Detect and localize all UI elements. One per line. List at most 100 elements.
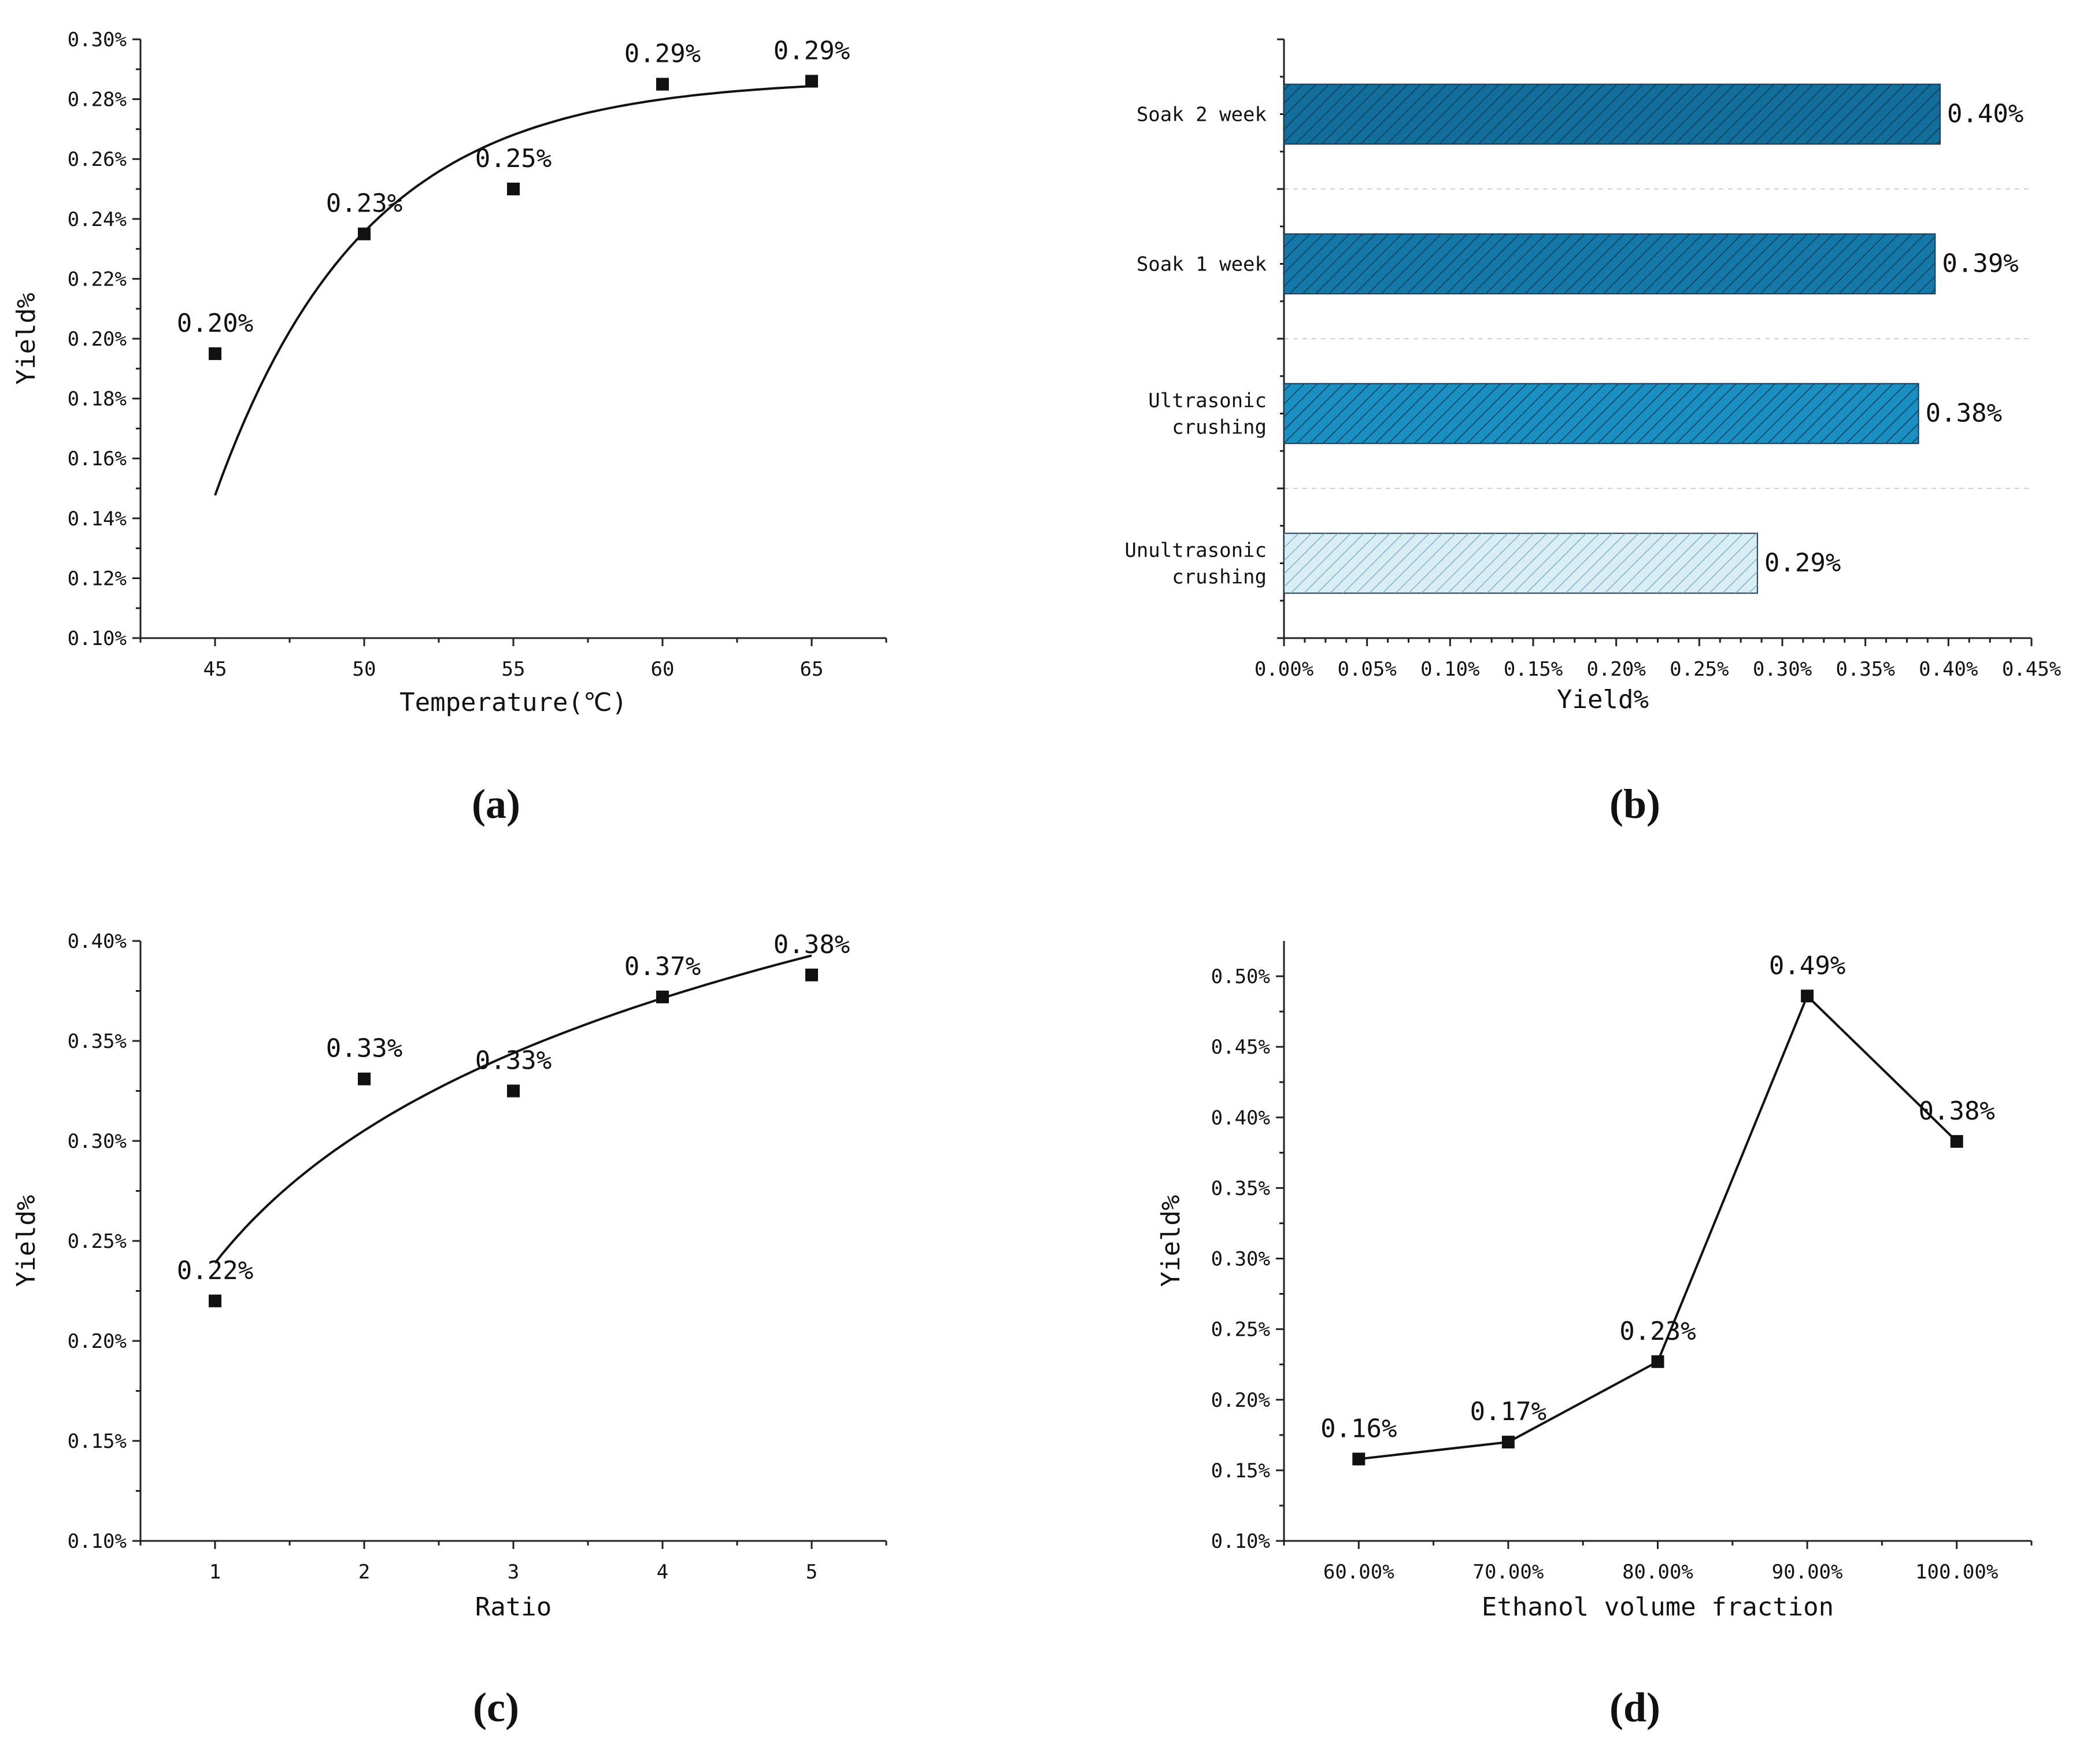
x-tick-label: 60.00%: [1323, 1561, 1394, 1584]
x-tick-label: 3: [508, 1561, 519, 1584]
x-tick-label: 0.35%: [1836, 658, 1894, 681]
y-tick-label: 0.35%: [1211, 1177, 1270, 1200]
y-tick-label: 0.40%: [68, 930, 127, 953]
data-point: [1651, 1355, 1664, 1368]
data-point: [209, 1294, 221, 1307]
bar-value-label: 0.29%: [1764, 549, 1841, 578]
bar-hatch: [1284, 84, 1940, 144]
y-tick-label: 0.26%: [68, 148, 127, 171]
bar-value-label: 0.39%: [1942, 249, 2018, 279]
panel-b-method-bar-chart: 0.00% 0.05% 0.10% 0.15% 0.20% 0.25% 0.30% 0.35%…: [1124, 38, 2061, 827]
data-point: [1801, 990, 1814, 1003]
x-axis-title: Temperature(℃): [399, 688, 627, 717]
data-label: 0.29%: [774, 36, 850, 66]
data-point: [358, 227, 371, 240]
panel-a-temperature-chart: 0.10% 0.12% 0.14% 0.16% 0.18% 0.20% 0.22% 0.24%…: [12, 28, 887, 827]
data-label: 0.22%: [177, 1256, 253, 1285]
data-label: 0.16%: [1320, 1414, 1397, 1443]
data-label: 0.33%: [326, 1034, 402, 1063]
y-axis-title: Yield%: [12, 1195, 41, 1287]
data-point: [507, 1084, 520, 1098]
data-point: [656, 990, 669, 1003]
y-tick-label: 0.20%: [68, 328, 127, 351]
x-tick-label: 80.00%: [1622, 1561, 1693, 1584]
y-tick-label: 0.22%: [68, 268, 127, 291]
x-tick-label: 70.00%: [1472, 1561, 1544, 1584]
panel-caption: (c): [473, 1684, 519, 1730]
x-axis-title: Yield%: [1557, 685, 1649, 714]
y-tick-label: 0.10%: [68, 1530, 127, 1553]
y-tick-label: 0.28%: [68, 88, 127, 112]
x-tick-label: 0.45%: [2002, 658, 2061, 681]
x-tick-label: 50: [353, 658, 376, 681]
category-label: Soak 1 week: [1137, 253, 1267, 276]
category-label: crushing: [1172, 566, 1267, 589]
panel-d-ethanol-chart: 0.10% 0.15% 0.20% 0.25% 0.30% 0.35% 0.40% 0.45%…: [1156, 941, 2033, 1730]
data-label: 0.20%: [177, 309, 253, 338]
x-tick-label: 5: [806, 1561, 817, 1584]
x-tick-label: 90.00%: [1772, 1561, 1843, 1584]
y-tick-label: 0.18%: [68, 388, 127, 411]
y-tick-label: 0.14%: [68, 507, 127, 531]
data-label: 0.25%: [475, 144, 552, 173]
x-tick-label: 0.10%: [1420, 658, 1479, 681]
bar-hatch: [1284, 533, 1757, 594]
x-axis-title: Ethanol volume fraction: [1482, 1592, 1834, 1622]
data-point: [209, 347, 221, 360]
data-label: 0.49%: [1769, 951, 1845, 980]
y-tick-label: 0.10%: [68, 627, 127, 650]
y-tick-label: 0.20%: [68, 1330, 127, 1353]
panel-c-ratio-chart: 0.10% 0.15% 0.20% 0.25% 0.30% 0.35% 0.40% 1 2 3 4 5…: [12, 930, 887, 1730]
y-tick-label: 0.20%: [1211, 1389, 1270, 1412]
y-tick-label: 0.30%: [68, 28, 127, 51]
y-tick-label: 0.25%: [68, 1230, 127, 1253]
x-tick-label: 55: [502, 658, 526, 681]
bar-value-label: 0.38%: [1926, 399, 2002, 428]
category-label: crushing: [1172, 416, 1267, 439]
y-tick-label: 0.35%: [68, 1030, 127, 1053]
category-label: Unultrasonic: [1124, 539, 1267, 562]
fit-curve: [214, 954, 812, 1264]
y-tick-label: 0.10%: [1211, 1530, 1270, 1553]
y-tick-label: 0.25%: [1211, 1318, 1270, 1341]
category-label: Ultrasonic: [1148, 390, 1267, 413]
data-label: 0.38%: [1918, 1096, 1994, 1126]
data-point: [1352, 1452, 1366, 1466]
x-tick-label: 60: [651, 658, 675, 681]
data-point: [805, 968, 818, 981]
y-tick-label: 0.30%: [68, 1130, 127, 1153]
x-tick-label: 100.00%: [1915, 1561, 1998, 1584]
panel-caption: (a): [472, 781, 520, 827]
x-tick-label: 0.05%: [1337, 658, 1396, 681]
x-tick-label: 0.25%: [1670, 658, 1729, 681]
series-line: [1359, 994, 1958, 1461]
y-tick-label: 0.30%: [1211, 1248, 1270, 1271]
bar-hatch: [1284, 383, 1919, 444]
bar-hatch: [1284, 234, 1936, 294]
bar-value-label: 0.40%: [1947, 99, 2023, 129]
data-point: [1950, 1135, 1963, 1148]
y-tick-label: 0.24%: [68, 208, 127, 231]
y-tick-label: 0.15%: [68, 1430, 127, 1453]
y-tick-label: 0.15%: [1211, 1459, 1270, 1483]
data-label: 0.33%: [475, 1046, 552, 1076]
fit-curve: [214, 85, 812, 496]
data-label: 0.29%: [624, 39, 701, 69]
data-label: 0.38%: [774, 930, 850, 959]
data-label: 0.17%: [1470, 1397, 1546, 1426]
y-tick-label: 0.45%: [1211, 1036, 1270, 1059]
x-tick-label: 0.15%: [1504, 658, 1563, 681]
x-tick-label: 0.30%: [1753, 658, 1812, 681]
x-tick-label: 0.00%: [1255, 658, 1313, 681]
x-tick-label: 1: [209, 1561, 221, 1584]
category-label: Soak 2 week: [1137, 103, 1267, 127]
data-point: [507, 183, 520, 195]
y-tick-label: 0.16%: [68, 447, 127, 470]
x-tick-label: 2: [358, 1561, 370, 1584]
y-tick-label: 0.12%: [68, 567, 127, 590]
y-axis-title: Yield%: [12, 293, 41, 385]
data-label: 0.37%: [624, 952, 701, 981]
x-tick-label: 45: [203, 658, 227, 681]
x-tick-label: 4: [657, 1561, 668, 1584]
data-point: [805, 75, 818, 88]
